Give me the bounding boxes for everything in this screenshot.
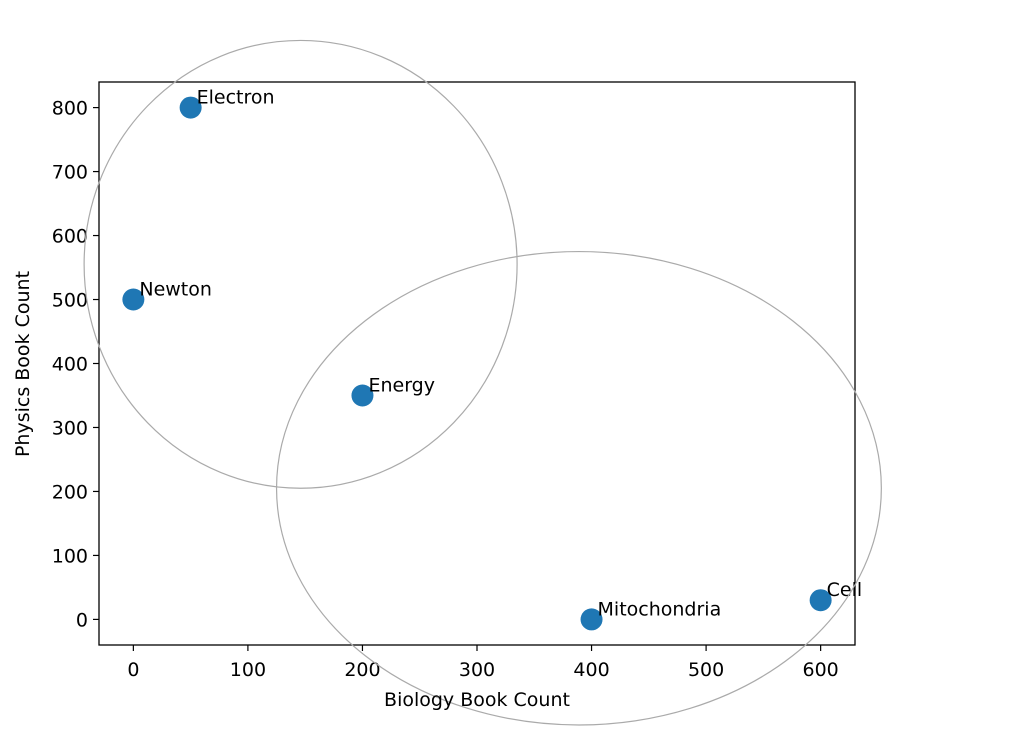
x-tick-label: 400	[573, 659, 609, 681]
y-tick-label: 600	[52, 226, 88, 248]
data-point	[179, 96, 202, 119]
y-tick-label: 100	[52, 545, 88, 567]
data-point	[351, 384, 374, 407]
point-label: Mitochondria	[598, 598, 722, 620]
data-point	[809, 589, 832, 612]
overlay-circle	[275, 250, 882, 726]
y-tick-label: 300	[52, 417, 88, 439]
data-points	[122, 96, 832, 631]
x-tick-label: 0	[127, 659, 139, 681]
point-label: Electron	[197, 87, 275, 109]
overlay-circles	[83, 39, 882, 726]
y-axis: 0 100 200 300 400 500 600 700 800	[52, 98, 99, 631]
x-tick-label: 300	[459, 659, 495, 681]
y-tick-label: 500	[52, 290, 88, 312]
y-tick-label: 700	[52, 162, 88, 184]
data-point	[580, 608, 603, 631]
y-tick-label: 400	[52, 354, 88, 376]
x-axis: 0 100 200 300 400 500 600	[127, 645, 839, 681]
y-tick-label: 0	[76, 609, 88, 631]
x-tick-label: 500	[688, 659, 724, 681]
y-tick-label: 800	[52, 98, 88, 120]
x-tick-label: 600	[803, 659, 839, 681]
x-tick-label: 200	[344, 659, 380, 681]
y-axis-label: Physics Book Count	[12, 271, 34, 457]
data-point	[122, 288, 145, 311]
point-labels: Electron Newton Energy Mitochondria Cell	[139, 87, 862, 621]
x-tick-label: 100	[230, 659, 266, 681]
point-label: Newton	[139, 279, 212, 301]
point-label: Energy	[368, 374, 435, 396]
point-label: Cell	[827, 579, 863, 601]
y-tick-label: 200	[52, 481, 88, 503]
plot-frame	[98, 81, 856, 646]
overlay-circle	[83, 39, 518, 489]
x-axis-label: Biology Book Count	[384, 689, 570, 711]
